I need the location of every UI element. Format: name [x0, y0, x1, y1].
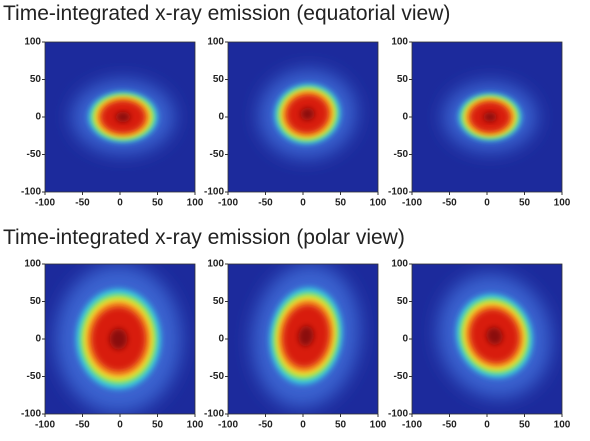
- heatmap-panel: -100 -50 0 50 100 -100 -50 0 50 100: [204, 259, 387, 431]
- x-tick-label: 50: [519, 420, 531, 431]
- y-tick-label: 100: [391, 37, 408, 48]
- x-tick-label: 50: [152, 420, 164, 431]
- emission-contour: [300, 107, 315, 121]
- x-tick-label: 100: [370, 420, 387, 431]
- emission-contour: [483, 112, 497, 122]
- heatmap-image: [45, 42, 195, 192]
- y-tick-label: -50: [27, 149, 42, 160]
- x-tick-label: 0: [117, 420, 123, 431]
- x-tick-label: 50: [152, 198, 164, 209]
- x-tick-label: -100: [35, 198, 55, 209]
- x-tick-label: 0: [300, 420, 306, 431]
- y-tick-label: -100: [388, 187, 408, 198]
- x-tick-label: -100: [218, 420, 238, 431]
- y-tick-label: 50: [397, 74, 409, 85]
- y-tick-label: 50: [213, 74, 225, 85]
- y-tick-label: -50: [210, 371, 225, 382]
- y-tick-label: -100: [21, 409, 41, 420]
- emission-contour: [298, 325, 314, 347]
- y-tick-label: -100: [204, 187, 224, 198]
- y-tick-label: 100: [207, 37, 224, 48]
- heatmap-panel: -100 -50 0 50 100 -100 -50 0 50 100: [21, 37, 204, 209]
- emission-contour: [486, 327, 503, 345]
- x-tick-label: 100: [370, 198, 387, 209]
- y-tick-label: 0: [35, 334, 41, 345]
- y-tick-label: 0: [218, 334, 224, 345]
- x-tick-label: 100: [187, 420, 204, 431]
- emission-contour: [115, 111, 131, 123]
- x-tick-label: 50: [335, 198, 347, 209]
- heatmap-image: [412, 264, 562, 414]
- x-tick-label: 50: [335, 420, 347, 431]
- heatmap-image: [412, 42, 562, 192]
- y-tick-label: 0: [35, 112, 41, 123]
- y-tick-label: -50: [210, 149, 225, 160]
- x-tick-label: -100: [35, 420, 55, 431]
- y-tick-label: 100: [391, 259, 408, 270]
- x-tick-label: 0: [484, 420, 490, 431]
- y-tick-label: -50: [394, 371, 409, 382]
- x-tick-label: 100: [554, 420, 571, 431]
- y-tick-label: 100: [207, 259, 224, 270]
- x-tick-label: -50: [75, 420, 90, 431]
- y-tick-label: -100: [204, 409, 224, 420]
- x-tick-label: -50: [442, 198, 457, 209]
- y-tick-label: 0: [402, 112, 408, 123]
- heatmap-image: [228, 264, 378, 414]
- y-tick-label: -50: [27, 371, 42, 382]
- x-tick-label: -50: [258, 198, 273, 209]
- y-tick-label: 50: [30, 74, 42, 85]
- x-tick-label: -50: [442, 420, 457, 431]
- x-tick-label: 100: [554, 198, 571, 209]
- y-tick-label: 0: [218, 112, 224, 123]
- y-tick-label: 100: [24, 37, 41, 48]
- x-tick-label: 0: [117, 198, 123, 209]
- heatmap-panel: -100 -50 0 50 100 -100 -50 0 50 100: [388, 259, 571, 431]
- y-tick-label: -100: [21, 187, 41, 198]
- x-tick-label: -50: [258, 420, 273, 431]
- x-tick-label: -100: [218, 198, 238, 209]
- x-tick-label: -100: [402, 420, 422, 431]
- y-tick-label: 50: [213, 296, 225, 307]
- heatmap-panel: -100 -50 0 50 100 -100 -50 0 50 100: [388, 37, 571, 209]
- heatmap-image: [45, 264, 195, 414]
- section-heading: Time-integrated x-ray emission (equatori…: [3, 2, 450, 25]
- x-tick-label: 0: [484, 198, 490, 209]
- x-tick-label: 50: [519, 198, 531, 209]
- y-tick-label: 50: [30, 296, 42, 307]
- x-tick-label: -100: [402, 198, 422, 209]
- y-tick-label: -50: [394, 149, 409, 160]
- emission-contour: [109, 328, 128, 350]
- x-tick-label: 100: [187, 198, 204, 209]
- heatmap-image: [228, 42, 378, 192]
- heatmap-panel: -100 -50 0 50 100 -100 -50 0 50 100: [21, 259, 204, 431]
- y-tick-label: -100: [388, 409, 408, 420]
- x-tick-label: 0: [300, 198, 306, 209]
- y-tick-label: 100: [24, 259, 41, 270]
- y-tick-label: 50: [397, 296, 409, 307]
- heatmap-panel: -100 -50 0 50 100 -100 -50 0 50 100: [204, 37, 387, 209]
- y-tick-label: 0: [402, 334, 408, 345]
- x-tick-label: -50: [75, 198, 90, 209]
- section-heading: Time-integrated x-ray emission (polar vi…: [3, 226, 405, 249]
